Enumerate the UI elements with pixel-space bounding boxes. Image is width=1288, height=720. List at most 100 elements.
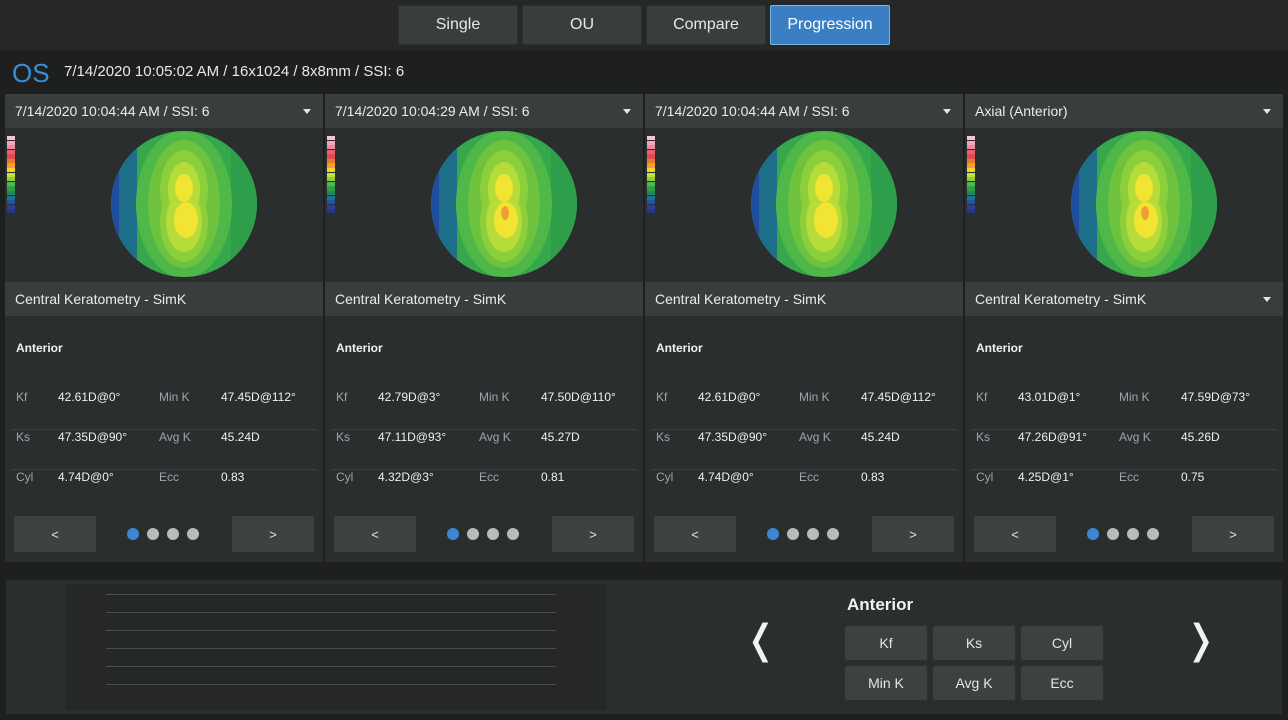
chevron-down-icon[interactable] [943,109,951,114]
tab-ou[interactable]: OU [522,5,642,45]
metric-label: Ecc [479,470,500,484]
metric-value: 47.50D@110° [541,390,616,404]
colorbar-step [967,195,975,200]
chevron-down-icon[interactable] [1263,109,1271,114]
page-dot[interactable] [147,528,159,540]
row-divider [331,429,637,430]
page-dot[interactable] [767,528,779,540]
next-button[interactable]: > [552,516,634,552]
colorbar-step [647,181,655,186]
colorbar-step [327,158,335,164]
colorbar-step [647,154,655,159]
section-title: Anterior [976,341,1023,355]
scan-selector[interactable]: Axial (Anterior) [965,94,1283,128]
metric-label: Kf [16,390,28,404]
colorbar-step [327,168,335,173]
page-dot[interactable] [827,528,839,540]
page-dots [447,528,527,540]
prev-button[interactable]: < [334,516,416,552]
graph-gridline [106,684,556,685]
page-dot[interactable] [127,528,139,540]
page-dot[interactable] [1147,528,1159,540]
color-scale-bar [967,136,975,274]
metric-row: Cyl 4.74D@0° Ecc 0.83 [651,470,957,510]
colorbar-step [327,154,335,159]
param-ecc-button[interactable]: Ecc [1021,666,1103,700]
colorbar-step [7,200,15,205]
param-ks-button[interactable]: Ks [933,626,1015,660]
colorbar-step [967,181,975,186]
keratometry-selector[interactable]: Central Keratometry - SimK [965,282,1283,316]
metric-row: Ks 47.35D@90° Avg K 45.24D [11,430,317,470]
page-dot[interactable] [167,528,179,540]
chevron-down-icon[interactable] [303,109,311,114]
prev-button[interactable]: < [974,516,1056,552]
scan-selector[interactable]: 7/14/2020 10:04:44 AM / SSI: 6 [5,94,323,128]
chevron-right-icon[interactable]: ❭ [1184,617,1218,663]
page-dot[interactable] [807,528,819,540]
param-kf-button[interactable]: Kf [845,626,927,660]
colorbar-step [967,140,975,145]
color-scale-bar [327,136,335,274]
chevron-down-icon[interactable] [623,109,631,114]
page-dot[interactable] [787,528,799,540]
color-scale-bar [647,136,655,274]
page-dot[interactable] [1107,528,1119,540]
keratometry-selector-label: Central Keratometry - SimK [15,291,187,307]
colorbar-step [327,204,335,209]
metric-row: Ks 47.35D@90° Avg K 45.24D [651,430,957,470]
colorbar-step [327,172,335,177]
prev-button[interactable]: < [14,516,96,552]
tab-compare[interactable]: Compare [646,5,766,45]
param-mink-button[interactable]: Min K [845,666,927,700]
keratometry-selector[interactable]: Central Keratometry - SimK [325,282,643,316]
topography-map[interactable] [109,130,259,278]
metric-value: 47.35D@90° [698,430,768,444]
page-dot[interactable] [1127,528,1139,540]
eye-label: OS [12,58,50,88]
colorbar-step [967,190,975,196]
graph-gridline [106,612,556,613]
page-dot[interactable] [187,528,199,540]
colorbar-step [647,136,655,141]
next-button[interactable]: > [1192,516,1274,552]
exam-panel: 7/14/2020 10:04:44 AM / SSI: 6 Central Ke… [5,94,323,562]
prev-button[interactable]: < [654,516,736,552]
metric-value: 47.35D@90° [58,430,128,444]
next-button[interactable]: > [872,516,954,552]
page-dot[interactable] [507,528,519,540]
colorbar-step [327,181,335,186]
colorbar-step [7,204,15,209]
page-dot[interactable] [1087,528,1099,540]
tab-single[interactable]: Single [398,5,518,45]
param-cyl-button[interactable]: Cyl [1021,626,1103,660]
page-dot[interactable] [447,528,459,540]
page-dots [767,528,847,540]
topography-map[interactable] [429,130,579,278]
metric-label: Ecc [1119,470,1140,484]
keratometry-selector[interactable]: Central Keratometry - SimK [5,282,323,316]
scan-selector[interactable]: 7/14/2020 10:04:44 AM / SSI: 6 [645,94,963,128]
metric-value: 45.24D [221,430,260,444]
colorbar-step [7,190,15,196]
next-button[interactable]: > [232,516,314,552]
topography-map[interactable] [749,130,899,278]
chevron-down-icon[interactable] [1263,297,1271,302]
topography-map-area [325,130,643,278]
metric-value: 0.83 [861,470,885,484]
page-dot[interactable] [467,528,479,540]
metric-row: Kf 42.61D@0° Min K 47.45D@112° [651,390,957,430]
graph-gridline [106,648,556,649]
scan-selector[interactable]: 7/14/2020 10:04:29 AM / SSI: 6 [325,94,643,128]
chevron-left-icon[interactable]: ❬ [744,617,778,663]
topography-map[interactable] [1069,130,1219,278]
colorbar-step [7,209,15,214]
metric-label: Kf [976,390,988,404]
exam-header [0,50,1288,94]
graph-gridline [106,666,556,667]
keratometry-selector[interactable]: Central Keratometry - SimK [645,282,963,316]
topography-map-area [965,130,1283,278]
page-dot[interactable] [487,528,499,540]
tab-progression[interactable]: Progression [770,5,890,45]
param-avgk-button[interactable]: Avg K [933,666,1015,700]
